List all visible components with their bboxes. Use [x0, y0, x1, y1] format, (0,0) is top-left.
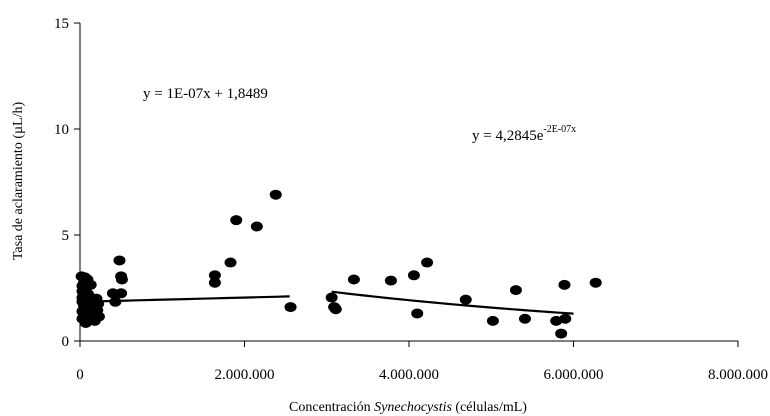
data-point — [224, 257, 237, 268]
data-point — [250, 221, 263, 232]
y-tick-label: 15 — [54, 16, 69, 32]
data-point — [109, 296, 122, 307]
data-points — [75, 189, 602, 339]
y-tick-label: 10 — [54, 122, 69, 138]
data-point — [84, 279, 97, 290]
data-point — [411, 308, 424, 319]
x-axis-ticks: 0 2.000.000 4.000.000 6.000.000 8.000.000 — [76, 341, 768, 383]
exponential-trendline — [331, 290, 574, 315]
data-point — [509, 285, 522, 296]
data-point — [550, 315, 563, 326]
data-point — [384, 275, 397, 286]
x-tick-label: 2.000.000 — [215, 367, 275, 383]
data-point — [208, 270, 221, 281]
x-tick-label: 6.000.000 — [544, 367, 604, 383]
data-point — [407, 270, 420, 281]
x-tick-label: 4.000.000 — [379, 367, 439, 383]
data-point — [92, 298, 105, 309]
data-point — [347, 274, 360, 285]
exponential-trend-equation: y = 4,2845e-2E-07x — [472, 124, 576, 144]
data-point — [115, 274, 128, 285]
x-tick-label: 8.000.000 — [708, 367, 768, 383]
data-point — [284, 302, 297, 313]
data-point — [113, 255, 126, 266]
y-tick-label: 0 — [62, 334, 70, 350]
data-point — [421, 257, 434, 268]
data-point — [555, 328, 568, 339]
data-point — [559, 313, 572, 324]
data-point — [329, 304, 342, 315]
data-point — [106, 288, 119, 299]
y-axis-ticks: 0 5 10 15 — [54, 16, 80, 350]
data-point — [208, 277, 221, 288]
data-point — [459, 294, 472, 305]
data-point — [558, 279, 571, 290]
data-point — [325, 292, 338, 303]
data-point — [92, 311, 105, 322]
x-tick-label: 0 — [76, 367, 84, 383]
data-point — [115, 288, 128, 299]
data-point — [589, 277, 602, 288]
data-point — [269, 189, 282, 200]
data-point — [230, 215, 243, 226]
x-axis-title: Concentración Synechocystis (células/mL) — [289, 400, 527, 415]
y-tick-label: 5 — [62, 228, 70, 244]
y-axis-title: Tasa de aclaramiento (µL/h) — [11, 102, 26, 261]
data-point — [518, 313, 531, 324]
data-point — [486, 315, 499, 326]
linear-trend-equation: y = 1E-07x + 1,8489 — [143, 86, 268, 102]
